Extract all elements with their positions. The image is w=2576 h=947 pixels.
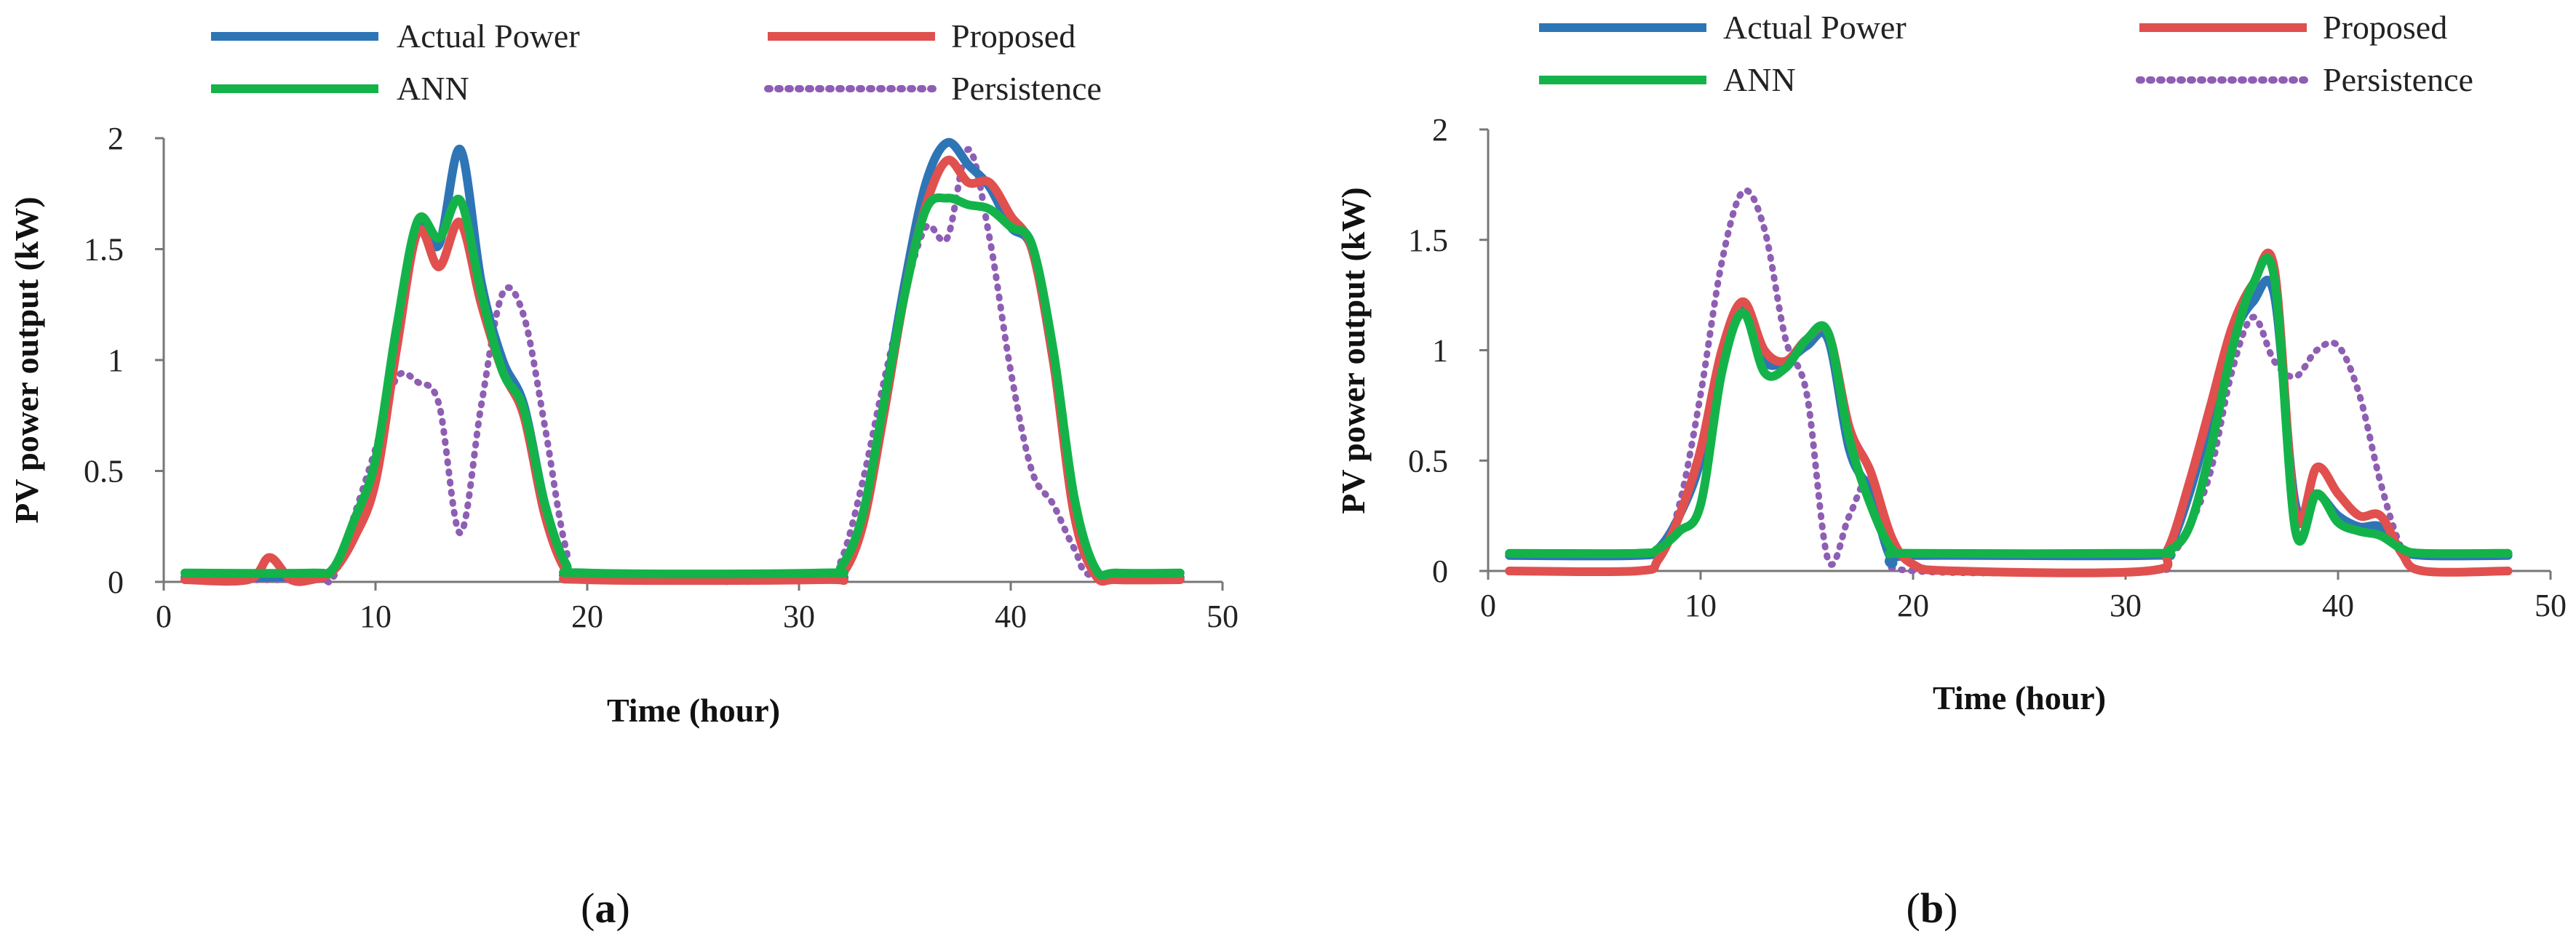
legend-label-actual-power: Actual Power <box>397 17 580 55</box>
x-tick-label: 40 <box>2322 588 2354 623</box>
legend-label-proposed: Proposed <box>2323 9 2447 46</box>
series-line-ann <box>1505 253 2513 559</box>
legend-label-actual-power: Actual Power <box>1723 9 1907 46</box>
legend-label-persistence: Persistence <box>951 70 1102 107</box>
legend-label-persistence: Persistence <box>2323 61 2473 98</box>
x-axis-title: Time (hour) <box>1933 679 2106 716</box>
y-tick-label: 0 <box>1432 554 1448 589</box>
x-tick-label: 0 <box>156 599 172 634</box>
caption-a-letter: a <box>595 884 616 932</box>
x-tick-label: 30 <box>2110 588 2142 623</box>
y-tick-label: 2 <box>108 121 124 156</box>
y-tick-label: 0.5 <box>1408 443 1448 479</box>
y-axis-title: PV power output (kW) <box>1335 187 1372 514</box>
x-tick-label: 20 <box>1897 588 1929 623</box>
chart-panel-a: Actual Power Proposed ANN Persistence 0 1… <box>8 17 1239 932</box>
legend: Actual Power Proposed ANN Persistence <box>1539 9 2473 98</box>
legend: Actual Power Proposed ANN Persistence <box>211 17 1102 107</box>
y-axis-title: PV power output (kW) <box>8 196 45 523</box>
legend-label-ann: ANN <box>397 70 469 107</box>
x-tick-label: 0 <box>1480 588 1496 623</box>
y-tick-label: 1.5 <box>1408 223 1448 258</box>
x-tick-label: 10 <box>359 599 391 634</box>
x-tick-label: 20 <box>571 599 603 634</box>
legend-label-ann: ANN <box>1723 61 1796 98</box>
y-tick-label: 0 <box>108 564 124 600</box>
series-line-proposed <box>1505 249 2513 578</box>
chart-panel-b: Actual Power Proposed ANN Persistence 0 1… <box>1335 9 2567 932</box>
y-tick-label: 2 <box>1432 112 1448 148</box>
x-tick-label: 10 <box>1685 588 1717 623</box>
legend-label-proposed: Proposed <box>951 17 1076 55</box>
y-tick-label: 1 <box>108 343 124 378</box>
series-line-ann <box>180 193 1185 580</box>
x-tick-label: 40 <box>995 599 1027 634</box>
y-tick-label: 1 <box>1432 333 1448 369</box>
x-tick-label: 50 <box>1206 599 1239 634</box>
x-tick-label: 50 <box>2535 588 2567 623</box>
caption-b-letter: b <box>1920 884 1944 932</box>
y-tick-label: 0.5 <box>84 454 124 490</box>
y-tick-label: 1.5 <box>84 232 124 268</box>
x-axis-title: Time (hour) <box>607 692 780 729</box>
caption-a: (a) <box>581 884 630 932</box>
caption-b: (b) <box>1907 884 1958 932</box>
x-tick-label: 30 <box>783 599 815 634</box>
